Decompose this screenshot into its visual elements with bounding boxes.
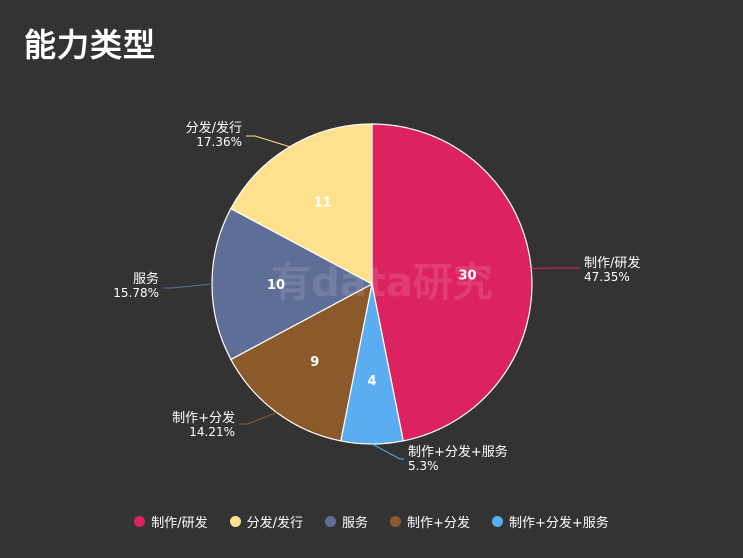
slice-label-制作-研发: 制作/研发 [584,255,640,271]
legend-swatch [325,516,337,527]
legend-item-制作-分发[interactable]: 制作+分发 [390,512,470,531]
slice-percent-分发-发行: 17.36% [196,135,242,149]
slice-percent-制作-研发: 47.35% [584,270,630,284]
legend-item-制作-分发-服务[interactable]: 制作+分发+服务 [491,512,609,531]
pie-slice-服务[interactable] [211,207,374,361]
legend-label: 服务 [342,516,369,531]
leader-line-制作-分发 [239,412,277,425]
value-label-制作-研发: 30 [458,269,476,284]
pie-slice-分发-发行[interactable] [230,123,373,286]
legend-swatch [390,516,402,527]
slice-percent-服务: 15.78% [113,286,159,300]
leader-line-分发-发行 [246,135,290,148]
legend-swatch [491,516,503,527]
legend-item-分发-发行[interactable]: 分发/发行 [229,512,304,531]
legend-label: 制作+分发+服务 [508,516,609,531]
legend-label: 制作+分发 [407,516,470,531]
pie-slice-制作-分发[interactable] [230,282,373,442]
chart-title: 能力类型 [24,26,157,64]
chart-legend: 制作/研发 分发/发行 服务 制作+分发 制作+分发+服务 [0,512,743,531]
value-label-制作-分发-服务: 4 [367,374,376,389]
slice-label-分发-发行: 分发/发行 [186,120,242,136]
legend-item-制作-研发[interactable]: 制作/研发 [134,512,208,531]
legend-swatch [134,516,146,527]
slice-label-服务: 服务 [133,271,159,287]
slice-label-制作-分发: 制作+分发 [172,410,235,426]
pie-chart: 有data研究30制作/研发47.35%4制作+分发+服务5.3%9制作+分发1… [113,120,640,473]
slice-label-制作-分发-服务: 制作+分发+服务 [408,444,508,460]
slice-percent-制作-分发-服务: 5.3% [408,459,439,473]
leader-line-服务 [163,283,213,289]
value-label-分发-发行: 11 [314,196,332,211]
value-label-制作-分发: 9 [310,355,319,370]
watermark: 有data研究 [271,260,493,306]
slice-percent-制作-分发: 14.21% [189,425,235,439]
leader-line-制作-分发-服务 [371,443,404,460]
legend-label: 分发/发行 [246,516,304,531]
legend-item-服务[interactable]: 服务 [325,512,368,531]
legend-swatch [229,516,241,527]
value-label-服务: 10 [267,278,285,293]
pie-slice-制作-研发[interactable] [371,123,533,442]
legend-label: 制作/研发 [151,516,208,531]
